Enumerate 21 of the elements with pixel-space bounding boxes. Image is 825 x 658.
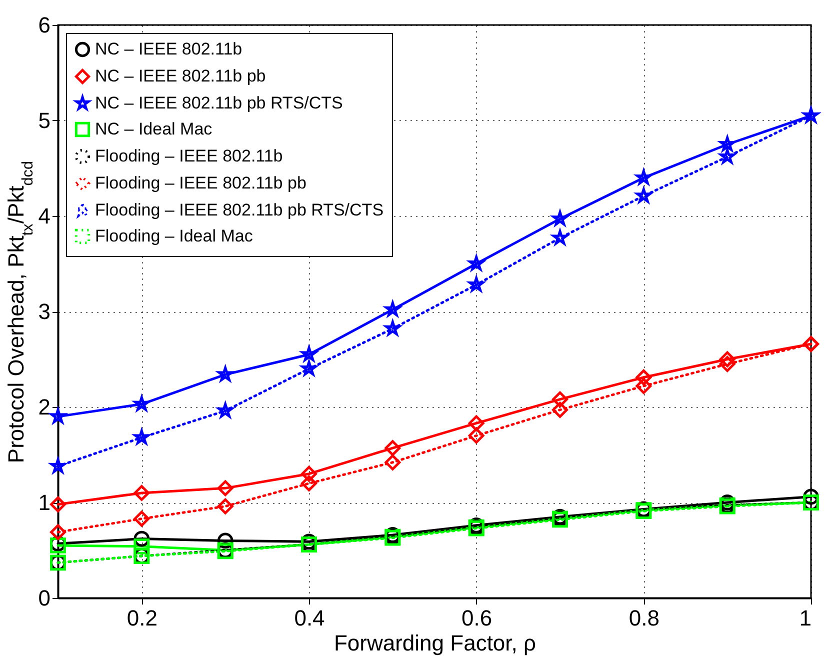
legend-label: NC – IEEE 802.11b pb bbox=[95, 66, 266, 86]
y-tick-label: 5 bbox=[38, 108, 50, 133]
x-tick-label: 0.8 bbox=[628, 606, 660, 630]
y-tick-label: 2 bbox=[38, 394, 50, 420]
x-tick-label: 1 bbox=[799, 606, 812, 630]
legend-label: Flooding – Ideal Mac bbox=[95, 226, 254, 246]
legend-label: Flooding – IEEE 802.11b pb bbox=[95, 174, 306, 192]
y-tick-label: 0 bbox=[38, 586, 50, 610]
x-tick-label: 0.6 bbox=[462, 606, 492, 630]
x-tick-label: 0.2 bbox=[126, 606, 158, 630]
y-tick-label: 4 bbox=[38, 204, 50, 228]
legend-label: NC – IEEE 802.11b pb RTS/CTS bbox=[95, 94, 343, 112]
x-tick-label: 0.4 bbox=[294, 606, 325, 630]
legend-label: Flooding – IEEE 802.11b pb RTS/CTS bbox=[95, 200, 384, 220]
legend-label: Flooding – IEEE 802.11b bbox=[95, 146, 283, 166]
legend-label: NC – Ideal Mac bbox=[95, 120, 213, 138]
y-tick-label: 3 bbox=[38, 299, 50, 324]
legend-label: NC – IEEE 802.11b bbox=[95, 40, 242, 58]
y-tick-label: 1 bbox=[38, 490, 50, 515]
y-tick-label: 6 bbox=[38, 12, 50, 38]
x-axis-title: Forwarding Factor, ρ bbox=[334, 630, 536, 656]
